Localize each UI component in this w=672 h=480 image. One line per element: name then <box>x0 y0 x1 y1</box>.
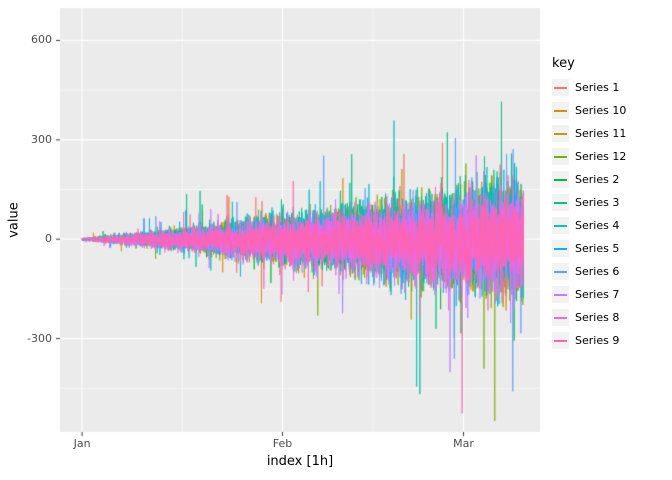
y-tick-label: 0 <box>45 232 52 246</box>
legend-key-line-icon <box>554 224 567 227</box>
legend-key <box>552 309 569 326</box>
legend-label: Series 12 <box>575 150 627 163</box>
legend-label: Series 4 <box>575 219 620 232</box>
y-tick-label: -300 <box>27 331 52 345</box>
legend-item: Series 1 <box>552 79 670 96</box>
legend-key-line-icon <box>554 86 567 89</box>
x-axis-title: index [1h] <box>266 454 334 469</box>
legend-label: Series 9 <box>575 334 620 347</box>
legend-key <box>552 286 569 303</box>
legend-key-line-icon <box>554 247 567 250</box>
legend-item: Series 2 <box>552 171 670 188</box>
legend-key-line-icon <box>554 178 567 181</box>
legend-key-line-icon <box>554 316 567 319</box>
legend-item: Series 6 <box>552 263 670 280</box>
legend-item: Series 12 <box>552 148 670 165</box>
legend-label: Series 3 <box>575 196 620 209</box>
x-tick-label: Jan <box>73 437 91 450</box>
legend-key <box>552 102 569 119</box>
legend-item: Series 11 <box>552 125 670 142</box>
legend-item: Series 3 <box>552 194 670 211</box>
legend-key <box>552 171 569 188</box>
legend-label: Series 2 <box>575 173 620 186</box>
legend-item: Series 7 <box>552 286 670 303</box>
legend-key <box>552 194 569 211</box>
legend: key Series 1 Series 10 Series 11 Series 12 S… <box>552 56 670 355</box>
legend-label: Series 11 <box>575 127 627 140</box>
legend-key-line-icon <box>554 109 567 112</box>
legend-item: Series 4 <box>552 217 670 234</box>
legend-item: Series 9 <box>552 332 670 349</box>
legend-key-line-icon <box>554 293 567 296</box>
legend-key <box>552 332 569 349</box>
legend-key <box>552 240 569 257</box>
legend-item: Series 5 <box>552 240 670 257</box>
legend-label: Series 10 <box>575 104 627 117</box>
legend-item: Series 8 <box>552 309 670 326</box>
legend-key-line-icon <box>554 339 567 342</box>
legend-label: Series 1 <box>575 81 620 94</box>
legend-label: Series 7 <box>575 288 620 301</box>
x-tick-label: Feb <box>272 437 293 450</box>
legend-title: key <box>552 56 575 71</box>
legend-label: Series 5 <box>575 242 620 255</box>
legend-key <box>552 217 569 234</box>
legend-label: Series 8 <box>575 311 620 324</box>
legend-label: Series 6 <box>575 265 620 278</box>
legend-key <box>552 125 569 142</box>
legend-key-line-icon <box>554 270 567 273</box>
legend-key-line-icon <box>554 155 567 158</box>
y-tick-label: 600 <box>31 33 52 47</box>
legend-items: Series 1 Series 10 Series 11 Series 12 Serie… <box>552 79 670 349</box>
legend-key-line-icon <box>554 201 567 204</box>
y-tick-label: 300 <box>31 132 52 146</box>
legend-key <box>552 148 569 165</box>
legend-key-line-icon <box>554 132 567 135</box>
legend-item: Series 10 <box>552 102 670 119</box>
legend-key <box>552 263 569 280</box>
x-tick-label: Mar <box>453 437 474 450</box>
legend-key <box>552 79 569 96</box>
